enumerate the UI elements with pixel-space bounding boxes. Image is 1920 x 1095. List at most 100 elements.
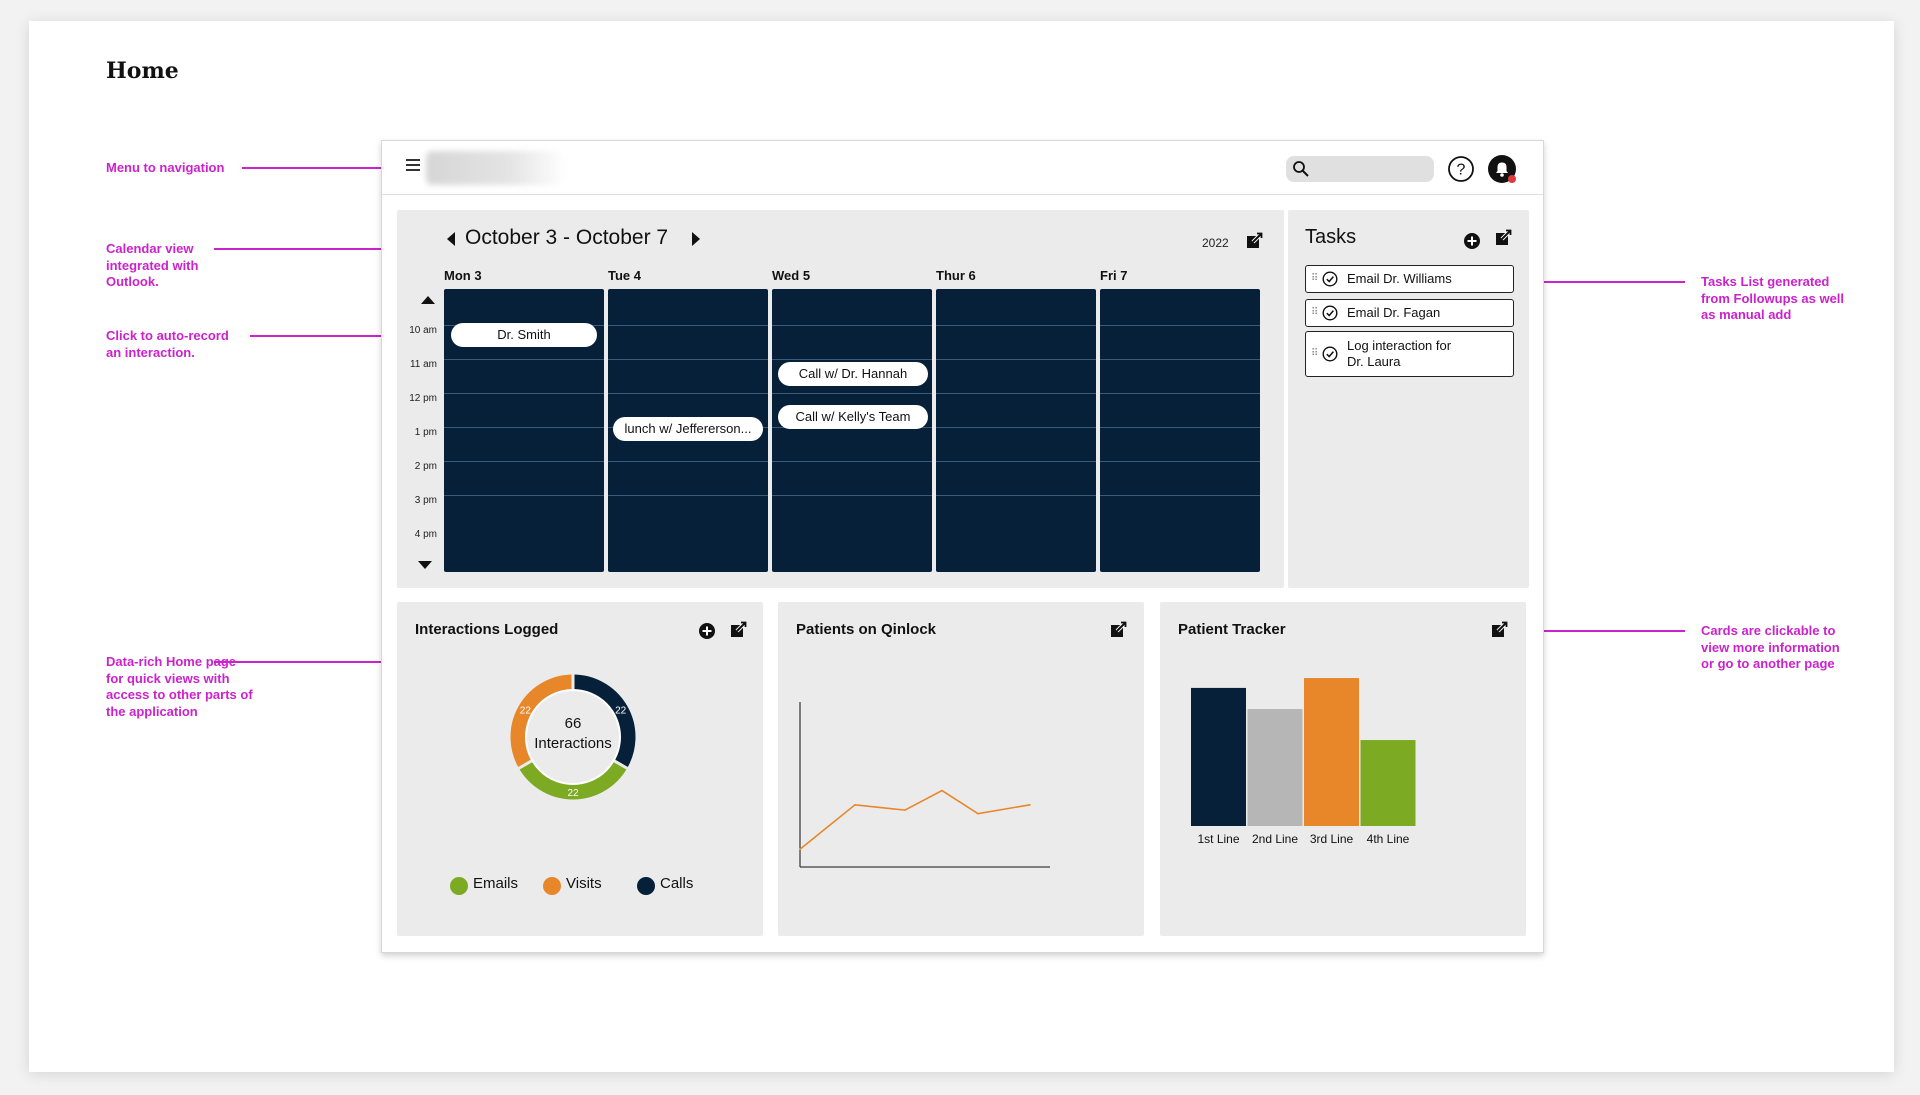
annotation-line xyxy=(242,167,399,169)
interactions-title: Interactions Logged xyxy=(415,621,559,638)
line-point xyxy=(799,848,801,851)
arrow-down-icon[interactable] xyxy=(418,561,432,569)
interactions-card[interactable]: Interactions Logged 66 Interactions 22 22… xyxy=(397,602,763,936)
hour-gridline xyxy=(772,495,932,496)
day-column[interactable] xyxy=(1100,289,1260,572)
donut-slice-emails xyxy=(518,760,628,800)
line-point xyxy=(904,809,906,811)
calendar-card[interactable]: October 3 - October 7 2022 10 am 11 am 1… xyxy=(397,210,1284,588)
line-chart xyxy=(799,702,1050,868)
hour-gridline xyxy=(772,325,932,326)
legend-swatch-emails xyxy=(450,877,468,895)
edit-icon[interactable] xyxy=(1109,621,1127,639)
search-input[interactable] xyxy=(1286,156,1434,182)
hour-gridline xyxy=(608,461,768,462)
legend-swatch-visits xyxy=(543,877,561,895)
calendar-event[interactable]: Call w/ Dr. Hannah xyxy=(778,362,928,386)
hour-gridline xyxy=(444,495,604,496)
tasks-title: Tasks xyxy=(1305,226,1357,248)
hour-gridline xyxy=(444,461,604,462)
day-column[interactable] xyxy=(772,289,932,572)
day-column[interactable] xyxy=(936,289,1096,572)
bar-category-label: 2nd Line xyxy=(1252,832,1298,846)
bar-category-label: 4th Line xyxy=(1367,832,1410,846)
page-title: Home xyxy=(106,58,179,84)
help-icon[interactable]: ? xyxy=(1447,155,1475,183)
legend-swatch-calls xyxy=(637,877,655,895)
day-header: Tue 4 xyxy=(608,268,641,283)
hour-gridline xyxy=(444,427,604,428)
tracker-title: Patient Tracker xyxy=(1178,621,1286,638)
calendar-event[interactable]: Call w/ Kelly's Team xyxy=(778,405,928,429)
task-item[interactable]: ⠿ Email Dr. Fagan xyxy=(1305,299,1514,327)
edit-icon[interactable] xyxy=(1245,232,1263,250)
add-icon[interactable] xyxy=(698,622,716,640)
hour-gridline xyxy=(444,393,604,394)
arrow-left-icon[interactable] xyxy=(447,232,455,246)
edit-icon[interactable] xyxy=(1490,621,1508,639)
annotation-cards: Cards are clickable to view more informa… xyxy=(1701,623,1840,671)
day-header: Wed 5 xyxy=(772,268,811,283)
menu-icon[interactable] xyxy=(406,159,420,171)
drag-handle-icon[interactable]: ⠿ xyxy=(1311,273,1318,284)
hour-gridline xyxy=(936,359,1096,360)
patients-card[interactable]: Patients on Qinlock xyxy=(778,602,1144,936)
calendar-event[interactable]: Dr. Smith xyxy=(451,323,597,347)
bar-3 xyxy=(1304,678,1359,826)
arrow-right-icon[interactable] xyxy=(692,232,700,246)
annotation-line xyxy=(214,661,401,663)
annotation-line xyxy=(214,248,400,250)
hour-gridline xyxy=(936,393,1096,394)
hour-gridline xyxy=(608,495,768,496)
bar-2 xyxy=(1247,709,1303,826)
check-circle-icon[interactable] xyxy=(1322,305,1338,321)
line-point xyxy=(1029,803,1031,806)
legend-visits: Visits xyxy=(566,875,602,892)
bar-1 xyxy=(1191,687,1246,826)
donut-slice-label: 22 xyxy=(520,706,532,717)
donut-slice-label: 22 xyxy=(567,788,579,799)
hour-gridline xyxy=(1100,325,1260,326)
hour-gridline xyxy=(1100,427,1260,428)
edit-icon[interactable] xyxy=(729,621,747,639)
arrow-up-icon[interactable] xyxy=(421,296,435,304)
svg-text:?: ? xyxy=(1457,162,1466,179)
annotation-tasks: Tasks List generated from Followups as w… xyxy=(1701,274,1845,322)
hour-gridline xyxy=(608,359,768,360)
drag-handle-icon[interactable]: ⠿ xyxy=(1311,307,1318,318)
notification-badge xyxy=(1508,175,1516,183)
add-icon[interactable] xyxy=(1463,232,1481,250)
hour-gridline xyxy=(772,461,932,462)
time-label: 1 pm xyxy=(414,427,437,438)
hour-gridline xyxy=(444,359,604,360)
donut-chart: 66 Interactions 22 22 22 xyxy=(510,673,636,800)
time-label: 3 pm xyxy=(414,495,437,506)
annotation-datarich: Data-rich Home page for quick views with… xyxy=(106,654,253,719)
app-window: ? October 3 - October 7 2022 10 am 11 am… xyxy=(381,140,1544,953)
hour-gridline xyxy=(608,393,768,394)
day-header: Mon 3 xyxy=(444,268,482,283)
check-circle-icon[interactable] xyxy=(1322,271,1338,287)
annotation-line xyxy=(1528,630,1685,632)
hour-gridline xyxy=(1100,393,1260,394)
bar-4 xyxy=(1360,740,1416,826)
edit-icon[interactable] xyxy=(1494,229,1512,247)
notifications-button[interactable] xyxy=(1487,154,1517,184)
donut-center-label: Interactions xyxy=(534,735,612,752)
calendar-event[interactable]: lunch w/ Jeffererson... xyxy=(613,417,763,441)
tasks-card[interactable]: Tasks ⠿ Email Dr. Williams ⠿ Email Dr. F… xyxy=(1288,210,1529,588)
patients-title: Patients on Qinlock xyxy=(796,621,937,638)
check-circle-icon[interactable] xyxy=(1322,346,1338,362)
donut-separator xyxy=(612,758,630,771)
task-item[interactable]: ⠿ Log interaction for Dr. Laura xyxy=(1305,331,1514,377)
tracker-card[interactable]: Patient Tracker 1st Line 2nd Line 3rd Line… xyxy=(1160,602,1526,936)
time-label: 11 am xyxy=(409,359,437,370)
search-icon xyxy=(1293,161,1309,177)
task-label-line: Log interaction for xyxy=(1347,338,1452,353)
day-header: Thur 6 xyxy=(936,268,976,283)
hour-gridline xyxy=(936,495,1096,496)
drag-handle-icon[interactable]: ⠿ xyxy=(1311,348,1318,359)
donut-slice-label: 22 xyxy=(615,706,627,717)
task-item[interactable]: ⠿ Email Dr. Williams xyxy=(1305,265,1514,293)
logo-placeholder xyxy=(426,151,566,185)
